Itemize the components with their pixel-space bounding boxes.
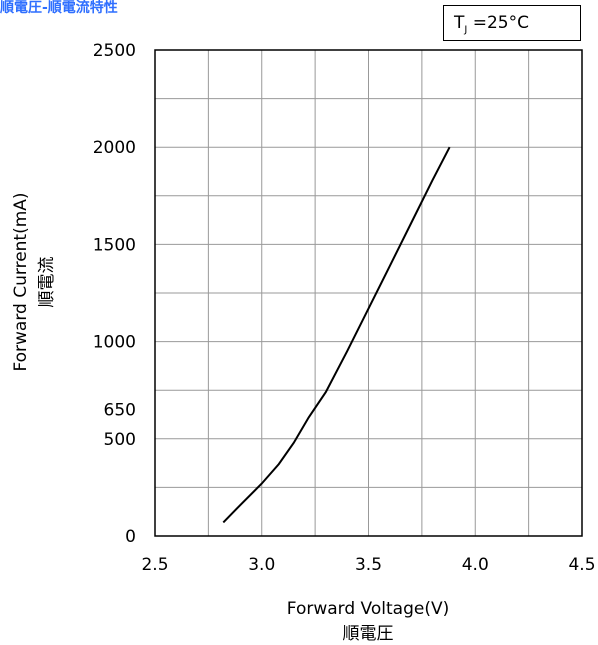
y-axis-label: Forward Current(mA) [11, 192, 31, 371]
condition-value: =25°C [467, 13, 529, 33]
y-tick-label: 650 [104, 401, 136, 421]
condition-symbol: T [454, 13, 465, 33]
y-tick-label: 500 [104, 430, 136, 450]
x-tick-labels: 2.5 3.0 3.5 4.0 4.5 [141, 555, 595, 575]
y-tick-label: 2500 [93, 41, 136, 61]
condition-subscript: J [464, 24, 468, 36]
y-tick-label: 1500 [93, 235, 136, 255]
y-tick-labels: 0 500 650 1000 1500 2000 2500 [93, 41, 136, 547]
grid-lines [155, 50, 582, 536]
iv-curve-line [222, 146, 451, 524]
x-axis-label: Forward Voltage(V) [287, 599, 449, 619]
y-tick-label: 2000 [93, 138, 136, 158]
chart-title: 順電圧-順電流特性 [0, 0, 118, 16]
temperature-condition-box: TJ =25°C [443, 5, 581, 41]
y-axis-label-sub: 順電流 [37, 257, 57, 308]
plot-frame [154, 49, 583, 537]
y-tick-label: 0 [125, 527, 136, 547]
x-axis-label-sub: 順電圧 [343, 624, 394, 644]
x-tick-label: 2.5 [141, 555, 168, 575]
x-tick-label: 3.0 [248, 555, 275, 575]
y-tick-label: 1000 [93, 333, 136, 353]
x-tick-label: 4.0 [462, 555, 489, 575]
x-tick-label: 4.5 [568, 555, 595, 575]
x-tick-label: 3.5 [355, 555, 382, 575]
